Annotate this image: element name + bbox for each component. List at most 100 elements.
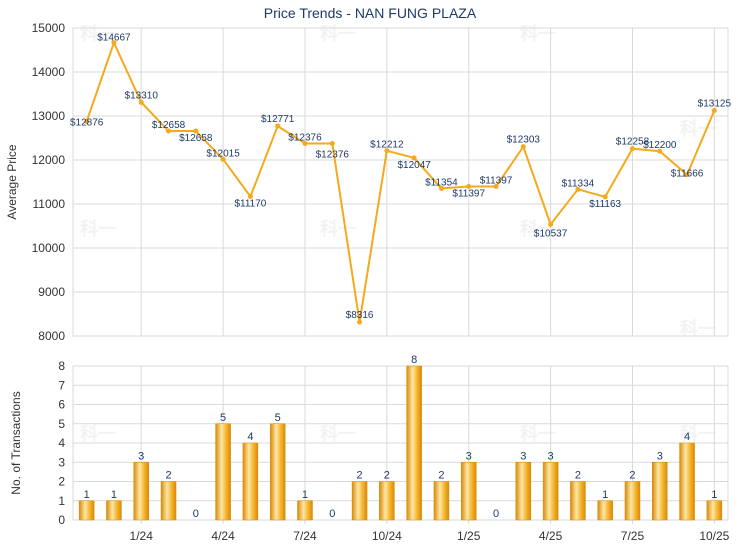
data-point	[575, 186, 581, 192]
bar	[351, 481, 368, 521]
watermark: 科一	[320, 23, 356, 44]
data-point	[520, 144, 526, 150]
bar-value-label: 4	[247, 431, 253, 443]
point-label: $12212	[370, 140, 404, 151]
point-label: $12200	[643, 140, 677, 151]
bar-value-label: 5	[220, 412, 226, 424]
data-point	[493, 184, 499, 190]
y-tick-label: 12000	[32, 153, 66, 167]
watermark: 科一	[680, 423, 716, 444]
y-tick-label: 11000	[33, 197, 66, 211]
bar	[570, 481, 586, 521]
point-label: $12376	[288, 132, 322, 143]
bar-value-label: 5	[275, 412, 281, 424]
point-label: $12876	[70, 117, 104, 128]
y-tick-label: 3	[58, 455, 65, 469]
bar-value-label: 2	[384, 470, 390, 482]
bar	[515, 462, 532, 521]
bar-value-label: 8	[411, 354, 417, 366]
bar-value-label: 1	[302, 489, 308, 501]
bar-value-label: 0	[193, 508, 199, 520]
watermark: 科一	[320, 218, 356, 239]
bar	[597, 500, 613, 521]
bar-value-label: 2	[357, 470, 363, 482]
point-label: $11334	[562, 178, 595, 189]
bar-value-label: 0	[329, 508, 335, 520]
data-point	[138, 99, 144, 105]
data-point	[629, 146, 635, 152]
y-tick-label: 7	[58, 378, 65, 392]
bar	[542, 462, 559, 521]
bar	[297, 500, 313, 521]
bar	[460, 462, 477, 521]
bar	[679, 442, 695, 521]
point-label: $12771	[261, 114, 295, 125]
data-point	[548, 221, 554, 227]
y-tick-label: 6	[58, 398, 65, 412]
y-tick-label: 13000	[32, 109, 66, 123]
x-tick-label: 4/25	[539, 529, 563, 543]
data-point	[466, 184, 472, 190]
bar	[406, 365, 422, 521]
bar	[433, 481, 450, 521]
bar	[160, 481, 177, 521]
data-point	[357, 319, 363, 325]
point-label: $12658	[179, 133, 213, 144]
bar-value-label: 1	[84, 489, 90, 501]
data-point	[602, 194, 608, 200]
point-label: $13125	[698, 99, 732, 110]
x-tick-label: 4/24	[211, 529, 235, 543]
point-label: $11397	[452, 189, 485, 200]
bar-value-label: 2	[165, 470, 171, 482]
watermark: 科一	[520, 218, 556, 239]
y-axis-label: Average Price	[5, 144, 19, 219]
point-label: $11170	[234, 199, 266, 210]
y-tick-label: 5	[58, 417, 65, 431]
y-tick-label: 8000	[38, 329, 65, 343]
point-label: $11666	[671, 169, 704, 180]
bar	[706, 500, 723, 521]
point-label: $11354	[425, 177, 458, 188]
point-label: $13310	[125, 90, 159, 101]
y-tick-label: 10000	[32, 241, 66, 255]
point-label: $14667	[97, 33, 131, 44]
bar-value-label: 3	[520, 450, 526, 462]
point-label: $11163	[589, 199, 621, 210]
plot-area-border	[72, 27, 729, 337]
bar-value-label: 0	[493, 508, 499, 520]
point-label: $11397	[480, 176, 513, 187]
point-label: $8316	[346, 310, 374, 321]
bar	[78, 500, 95, 521]
x-tick-label: 10/25	[699, 529, 729, 543]
data-point	[411, 155, 417, 161]
y-axis-label: No. of Transactions	[9, 391, 23, 494]
y-tick-label: 9000	[38, 285, 65, 299]
watermark: 科一	[320, 423, 356, 444]
point-label: $10537	[534, 228, 568, 239]
bar-value-label: 3	[138, 450, 144, 462]
bar-value-label: 1	[602, 489, 608, 501]
bar	[652, 462, 668, 521]
data-point	[302, 140, 308, 146]
x-tick-label: 7/25	[621, 529, 645, 543]
y-tick-label: 0	[58, 513, 65, 527]
data-point	[111, 40, 117, 46]
watermark: 科一	[80, 423, 116, 444]
data-point	[247, 194, 253, 200]
data-point	[438, 185, 444, 191]
bar	[106, 500, 122, 521]
bar	[624, 481, 641, 521]
bar	[242, 442, 259, 521]
x-tick-label: 1/24	[130, 529, 154, 543]
bar-value-label: 4	[684, 431, 690, 443]
y-tick-label: 15000	[32, 21, 66, 35]
data-point	[220, 156, 226, 162]
bar-value-label: 2	[438, 470, 444, 482]
point-label: $12258	[616, 137, 650, 148]
bar-value-label: 3	[466, 450, 472, 462]
chart-title: Price Trends - NAN FUNG PLAZA	[263, 5, 477, 21]
watermark: 科一	[680, 318, 716, 339]
